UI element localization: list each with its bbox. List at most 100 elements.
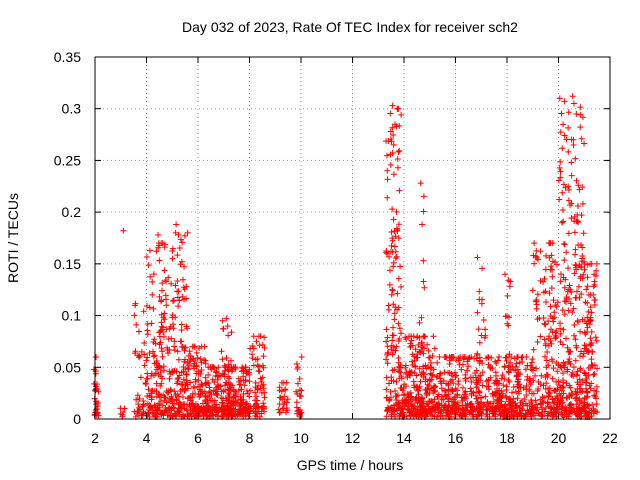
data-point-marker <box>500 382 507 389</box>
data-point-marker <box>410 403 417 410</box>
data-point-marker <box>392 347 399 354</box>
data-point-marker <box>186 401 193 408</box>
data-point-marker <box>516 381 523 388</box>
data-point-marker <box>498 375 505 382</box>
data-point-marker <box>588 380 595 387</box>
data-point-marker <box>431 396 438 403</box>
data-point-marker <box>237 396 244 403</box>
data-point-marker <box>175 356 182 363</box>
data-point-marker <box>495 394 502 401</box>
data-point-marker <box>561 132 568 139</box>
data-point-marker <box>503 386 510 393</box>
data-point-marker <box>174 277 181 284</box>
data-point-marker <box>217 383 224 390</box>
data-point-marker <box>255 363 262 370</box>
data-point-marker <box>386 267 393 274</box>
data-point-marker <box>571 229 578 236</box>
data-point-marker <box>176 372 183 379</box>
data-point-marker <box>382 356 389 363</box>
data-point-marker <box>155 244 162 251</box>
data-point-marker <box>549 375 556 382</box>
data-point-marker <box>141 362 148 369</box>
data-point-marker <box>593 401 600 408</box>
data-point-marker <box>428 371 435 378</box>
data-point-marker <box>569 309 576 316</box>
data-point-marker <box>583 394 590 401</box>
data-point-marker <box>517 371 524 378</box>
data-point-marker <box>429 412 436 419</box>
data-point-marker <box>511 355 518 362</box>
data-point-marker <box>189 390 196 397</box>
data-point-marker <box>476 390 483 397</box>
data-point-marker <box>561 257 568 264</box>
points-layer <box>90 93 601 420</box>
data-point-marker <box>201 343 208 350</box>
data-point-marker <box>196 386 203 393</box>
data-point-marker <box>453 357 460 364</box>
data-point-marker <box>577 381 584 388</box>
data-point-marker <box>225 332 232 339</box>
data-point-marker <box>506 401 513 408</box>
data-point-marker <box>412 346 419 353</box>
data-point-marker <box>514 395 521 402</box>
data-point-marker <box>490 398 497 405</box>
data-point-marker <box>466 401 473 408</box>
data-point-marker <box>172 411 179 418</box>
data-point-marker <box>178 321 185 328</box>
data-point-marker <box>461 391 468 398</box>
data-point-marker <box>134 392 141 399</box>
data-point-marker <box>541 320 548 327</box>
data-point-marker <box>190 356 197 363</box>
data-point-marker <box>393 343 400 350</box>
data-point-marker <box>383 249 390 256</box>
data-point-marker <box>151 336 158 343</box>
data-point-marker <box>475 412 482 419</box>
data-point-marker <box>395 275 402 282</box>
data-point-marker <box>397 330 404 337</box>
data-point-marker <box>206 390 213 397</box>
data-point-marker <box>218 348 225 355</box>
data-point-marker <box>242 364 249 371</box>
data-point-marker <box>571 270 578 277</box>
data-point-marker <box>569 369 576 376</box>
data-point-marker <box>474 398 481 405</box>
data-point-marker <box>161 310 168 317</box>
data-point-marker <box>537 277 544 284</box>
data-point-marker <box>454 399 461 406</box>
data-point-marker <box>459 384 466 391</box>
data-point-marker <box>196 345 203 352</box>
data-point-marker <box>584 274 591 281</box>
data-point-marker <box>503 358 510 365</box>
data-point-marker <box>572 246 579 253</box>
data-point-marker <box>566 410 573 417</box>
y-tick-label: 0.05 <box>54 359 81 375</box>
data-point-marker <box>468 353 475 360</box>
data-point-marker <box>391 366 398 373</box>
data-point-marker <box>146 247 153 254</box>
data-point-marker <box>590 291 597 298</box>
data-point-marker <box>137 374 144 381</box>
data-point-marker <box>220 325 227 332</box>
data-point-marker <box>401 391 408 398</box>
x-tick-label: 12 <box>345 430 361 446</box>
data-point-marker <box>160 314 167 321</box>
data-point-marker <box>574 202 581 209</box>
data-point-marker <box>507 400 514 407</box>
data-point-marker <box>552 410 559 417</box>
data-point-marker <box>563 136 570 143</box>
data-point-marker <box>208 366 215 373</box>
data-point-marker <box>420 257 427 264</box>
data-point-marker <box>260 381 267 388</box>
data-point-marker <box>195 390 202 397</box>
data-point-marker <box>574 410 581 417</box>
x-tick-label: 18 <box>499 430 515 446</box>
data-point-marker <box>142 379 149 386</box>
data-point-marker <box>231 393 238 400</box>
data-point-marker <box>559 207 566 214</box>
data-point-marker <box>445 369 452 376</box>
data-point-marker <box>392 304 399 311</box>
data-point-marker <box>560 218 567 225</box>
data-point-marker <box>171 338 178 345</box>
data-point-marker <box>577 399 584 406</box>
data-point-marker <box>545 318 552 325</box>
